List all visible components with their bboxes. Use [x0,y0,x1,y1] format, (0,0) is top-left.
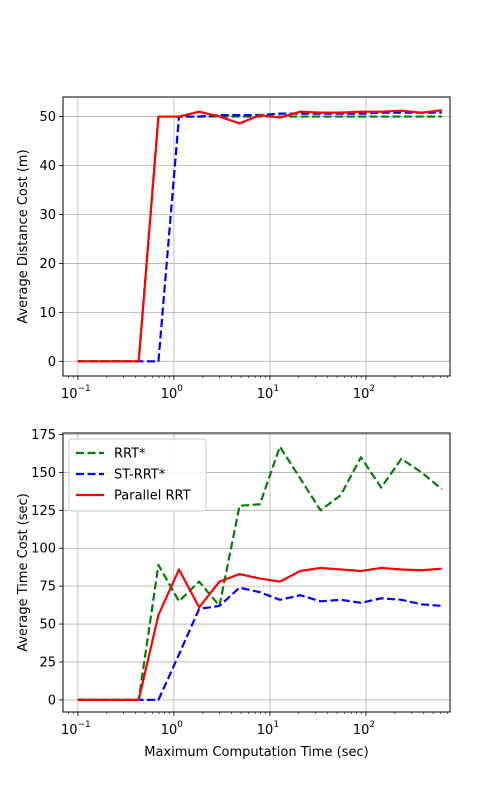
x-axis-label: Maximum Computation Time (sec) [144,745,368,760]
x-tick-label: 10−1 [61,384,91,402]
x-tick-label: 10−1 [61,720,91,738]
legend-entry: ST-RRT* [114,468,166,483]
y-tick-label: 10 [39,306,56,321]
series-line-st-rrt- [78,588,442,700]
x-tick-label: 102 [353,720,375,738]
series-line-parallel-rrt [78,568,442,700]
series-line-parallel-rrt [78,110,442,361]
series-line-rrt- [78,117,442,362]
y-tick-label: 125 [31,504,56,519]
series-lines [78,110,442,361]
x-tick-label: 101 [257,384,279,402]
y-axis-label: Average Time Cost (sec) [16,493,31,652]
legend: RRT* ST-RRT* Parallel RRT [69,439,206,511]
x-tick-label: 102 [353,384,375,402]
y-tick-label: 100 [31,542,56,557]
series-line-st-rrt- [78,113,442,362]
y-tick-label: 150 [31,466,56,481]
y-tick-label: 50 [39,618,56,633]
axes-frame [63,97,450,376]
legend-entry: RRT* [114,447,146,462]
x-tick-label: 101 [257,720,279,738]
y-tick-label: 20 [39,257,56,272]
y-tick-label: 50 [39,110,56,125]
x-tick-label: 100 [161,720,184,738]
y-tick-label: 75 [39,580,56,595]
x-tick-label: 100 [161,384,184,402]
y-tick-label: 0 [48,355,56,370]
y-tick-label: 40 [39,159,56,174]
legend-entry: Parallel RRT [114,489,191,504]
y-tick-label: 0 [48,693,56,708]
grid [63,97,450,376]
time-cost-plot: 10−1 100 101 102 0 25 50 75 100 125 150 175 Average … [16,428,450,760]
y-tick-label: 30 [39,208,56,223]
y-tick-label: 175 [31,428,56,443]
y-tick-label: 25 [39,655,56,670]
y-axis-label: Average Distance Cost (m) [16,149,31,323]
